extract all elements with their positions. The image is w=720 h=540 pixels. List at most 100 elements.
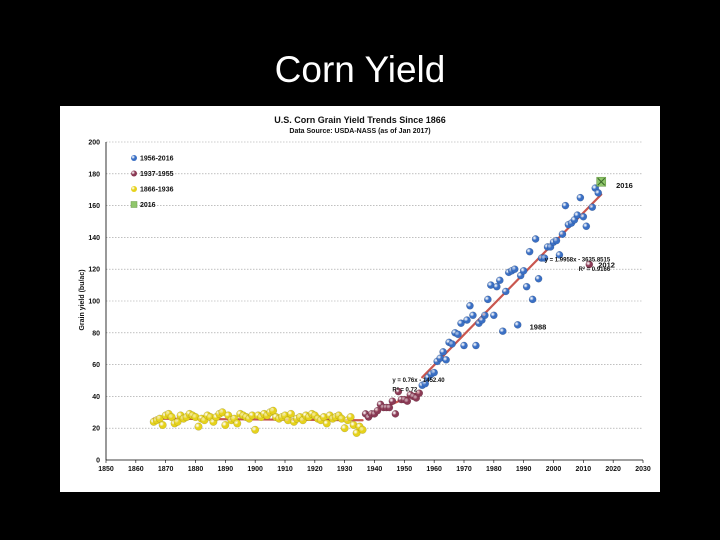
point-1956-2016-2011 [582,222,591,231]
eq-early-2: R² = 0.72 [392,387,418,394]
eq-modern-1: y = 1.9958x - 3635.8515 [545,257,611,263]
point-1866-1936-1881 [194,422,203,431]
point-1937-1955-1941 [373,406,382,415]
point-1956-2016-2010 [579,212,588,221]
point-1866-1936-1930 [340,424,349,433]
point-1866-1936-1869 [158,421,167,430]
x-tick-label: 2020 [605,466,621,473]
point-1956-2016-1984 [501,287,510,296]
y-tick-label: 120 [88,267,100,274]
x-tick-label: 1980 [486,466,502,473]
point-1866-1936-1890 [221,421,230,430]
point-1866-1936-1906 [269,406,278,415]
y-tick-label: 100 [88,299,100,306]
point-1956-2016-1992 [525,247,534,256]
y-tick-label: 80 [92,330,100,337]
chart-subtitle: Data Source: USDA-NASS (as of Jan 2017) [289,128,430,135]
y-tick-label: 0 [96,458,100,465]
legend-label-2016: 2016 [140,202,156,209]
x-tick-label: 1940 [367,466,383,473]
point-1956-2016-1978 [484,295,492,304]
point-1956-2016-1977 [481,311,489,320]
point-1937-1955-1945 [385,403,394,412]
point-2012-2012 [585,260,594,269]
point-1937-1955-1951 [403,397,412,405]
data-points [149,176,607,437]
y-tick-label: 160 [88,203,100,210]
point-1956-2016-2009 [576,193,585,202]
x-tick-label: 1910 [277,466,293,473]
y-axis-label: Grain yield (bu/ac) [79,269,86,330]
point-1956-2016-1993 [528,295,537,304]
x-tick-label: 1870 [158,466,174,473]
point-1866-1936-1894 [233,419,242,428]
x-tick-label: 1960 [426,466,442,473]
point-1956-2016-1982 [495,276,504,285]
legend-marker-1956-2016 [131,155,137,161]
point-1956-2016-1970 [460,341,468,350]
chart-panel: U.S. Corn Grain Yield Trends Since 1866 … [60,106,660,492]
legend-marker-2016 [130,201,138,208]
point-1866-1936-1934 [352,428,361,437]
x-tick-label: 1860 [128,466,144,473]
point-1956-2016-2002 [555,251,564,259]
x-tick-label: 1890 [218,466,234,473]
point-1956-2016-1980 [490,311,498,320]
x-tick-label: 1850 [98,466,114,473]
point-1956-2016-1983 [498,327,507,336]
x-tick-label: 1900 [247,466,263,473]
legend-marker-1937-1955 [131,170,137,177]
y-tick-label: 60 [92,362,100,369]
point-1956-2016-1960 [430,368,438,377]
point-1956-2016-1964 [442,356,450,364]
x-tick-label: 1930 [337,466,353,473]
annotations: y = 1.9958x - 3635.8515 R² = 0.9166 y = 0.… [392,181,632,394]
trendlines [152,193,603,422]
point-1866-1936-1868 [155,414,164,423]
point-1937-1955-1955 [415,389,424,398]
chart-title: U.S. Corn Grain Yield Trends Since 1866 [274,115,446,125]
y-tick-label: 40 [92,394,100,401]
gridlines [106,141,643,429]
point-1956-2016-1995 [534,274,543,283]
x-tick-label: 1880 [188,466,204,473]
point-1866-1936-1889 [218,408,227,417]
eq-modern-2: R² = 0.9166 [579,266,611,273]
point-1956-2016-1969 [457,319,465,328]
point-1956-2016-1957 [421,379,430,388]
point-1956-2016-1974 [472,341,480,350]
point-1866-1936-1932 [346,413,355,422]
point-1956-2016-2015 [594,189,603,197]
x-tick-label: 1990 [516,466,532,473]
legend: 1956-2016 1937-1955 1866-1936 2016 [130,155,174,209]
point-1956-2016-1971 [463,316,471,324]
axes: 0 20 40 60 80 100 120 140 160 180 200 1850 1860 1870 1… [88,140,651,474]
point-1956-2016-1991 [522,282,531,291]
point-1937-1955-1946 [388,397,397,405]
point-1956-2016-1972 [466,301,474,310]
point-1956-2016-1997 [540,254,549,262]
yield-chart: U.S. Corn Grain Yield Trends Since 1866 … [79,115,651,474]
point-1956-2016-1966 [448,340,456,348]
point-1866-1936-1924 [322,419,331,428]
x-tick-label: 1950 [397,466,413,473]
point-1956-2016-1994 [531,235,540,243]
x-tick-label: 1970 [456,466,472,473]
point-1866-1936-1900 [251,425,260,434]
point-1866-1936-1936 [358,425,367,434]
legend-label-1937-1955: 1937-1955 [140,171,174,178]
label-1988: 1988 [530,323,547,332]
y-tick-label: 180 [88,171,100,178]
point-1866-1936-1912 [286,409,295,418]
label-2012: 2012 [598,261,615,270]
eq-early-1: y = 0.76x - 1452.40 [392,378,445,384]
point-1956-2016-1987 [510,265,519,273]
point-1956-2016-1990 [519,266,528,275]
label-2016: 2016 [616,181,633,190]
point-1956-2016-1963 [439,348,447,356]
slide-title: Corn Yield [274,49,446,90]
point-1956-2016-2004 [561,201,570,210]
point-1956-2016-1973 [469,311,477,320]
point-1956-2016-1981 [493,282,501,291]
legend-label-1956-2016: 1956-2016 [140,156,174,163]
